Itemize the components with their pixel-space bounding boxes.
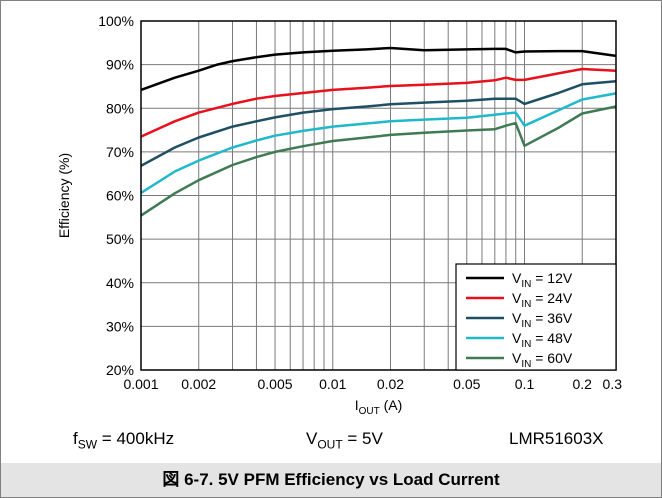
- x-tick-label: 0.001: [123, 376, 158, 392]
- x-axis-label-sub: OUT: [359, 406, 380, 417]
- series-lines: [140, 46, 617, 217]
- output-voltage: VOUT = 5V: [306, 429, 383, 452]
- legend-label: VIN = 24V: [512, 290, 573, 310]
- x-tick-label: 0.01: [319, 376, 346, 392]
- y-tick-label: 50%: [106, 231, 134, 247]
- switching-frequency: fSW = 400kHz: [73, 429, 175, 452]
- x-tick-label: 0.2: [572, 376, 592, 392]
- series-line-4: [140, 92, 617, 194]
- legend-label: VIN = 48V: [512, 330, 573, 350]
- x-tick-label: 0.3: [603, 376, 623, 392]
- y-tick-label: 20%: [106, 362, 134, 378]
- y-axis-label: Efficiency (%): [56, 153, 72, 238]
- x-tick-label: 0.005: [258, 376, 293, 392]
- y-tick-label: 30%: [106, 318, 134, 334]
- x-tick-label: 0.02: [377, 376, 404, 392]
- series-line-2: [140, 67, 617, 138]
- part-number: LMR51603X: [509, 429, 604, 448]
- x-axis-label-main: I: [355, 397, 359, 413]
- series-line-3: [140, 79, 617, 167]
- y-tick-label: 100%: [98, 13, 134, 29]
- x-axis-label-suffix: (A): [380, 397, 403, 413]
- y-tick-label: 90%: [106, 57, 134, 73]
- y-tick-label: 60%: [106, 188, 134, 204]
- legend-label: VIN = 36V: [512, 310, 573, 330]
- y-tick-label: 70%: [106, 144, 134, 160]
- efficiency-chart: 20%30%40%50%60%70%80%90%100% 0.001 0.002 0…: [56, 13, 622, 417]
- series-line-1: [140, 46, 617, 92]
- x-tick-label: 0.05: [453, 376, 480, 392]
- figure-caption: 図 6-7. 5V PFM Efficiency vs Load Current: [1, 463, 661, 497]
- x-tick-label: 0.1: [515, 376, 535, 392]
- y-tick-label: 40%: [106, 275, 134, 291]
- x-tick-label: 0.002: [181, 376, 216, 392]
- x-axis-label: IOUT (A): [355, 397, 403, 417]
- legend-label: VIN = 60V: [512, 350, 573, 370]
- series-line-5: [140, 105, 617, 217]
- y-tick-labels: 20% 30% 40% 50% 60% 70% 80% 90% 100%: [98, 13, 134, 378]
- y-tick-label: 80%: [106, 100, 134, 116]
- legend-label: VIN = 12V: [512, 270, 573, 290]
- x-tick-labels: 0.001 0.002 0.005 0.01 0.02 0.05 0.1 0.2 0.3: [123, 376, 622, 392]
- plot-border: [140, 20, 617, 371]
